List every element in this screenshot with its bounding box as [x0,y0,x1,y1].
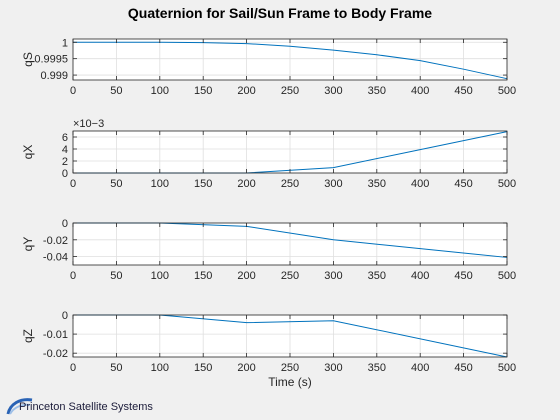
x-tick-label: 150 [194,85,212,97]
x-tick-label: 50 [110,270,122,282]
y-exponent-label: ×10−3 [73,118,104,130]
x-tick-label: 50 [110,85,122,97]
y-axis-label: qY [21,237,35,252]
x-tick-label: 0 [70,85,76,97]
x-tick-label: 300 [324,178,342,190]
y-tick-label: 4 [62,144,68,156]
subplot-qy: 0 50 100 150 200 250 300 350 400 450 500 -0.04 -0.02… [21,218,516,282]
x-tick-label: 250 [281,270,299,282]
x-tick-label: 200 [237,178,255,190]
y-tick-label: -0.02 [43,348,68,360]
x-tick-label: 150 [194,270,212,282]
x-tick-label: 500 [498,362,516,374]
x-tick-label: 350 [368,178,386,190]
y-tick-label: 1 [62,37,68,49]
x-tick-label: 500 [498,178,516,190]
x-tick-label: 200 [237,270,255,282]
x-tick-label: 300 [324,270,342,282]
x-tick-label: 250 [281,178,299,190]
series-line [73,41,508,80]
x-tick-label: 100 [151,270,169,282]
y-tick-label: -0.04 [43,252,68,264]
x-axis-label: Time (s) [268,375,312,389]
y-tick-label: 0 [62,168,68,180]
x-tick-label: 450 [454,85,472,97]
logo-text: Princeton Satellite Systems [19,401,153,413]
x-tick-label: 400 [411,270,429,282]
figure-title: Quaternion for Sail/Sun Frame to Body Fr… [127,5,433,21]
x-tick-label: 350 [368,270,386,282]
x-tick-label: 350 [368,362,386,374]
x-tick-label: 250 [281,85,299,97]
x-tick-label: 100 [151,85,169,97]
x-tick-label: 100 [151,362,169,374]
x-tick-label: 400 [411,362,429,374]
y-tick-label: 2 [62,156,68,168]
x-tick-label: 250 [281,362,299,374]
x-tick-label: 400 [411,85,429,97]
y-axis-label: qS [21,52,35,67]
y-tick-label: -0.01 [43,329,68,341]
y-tick-label: 0 [62,218,68,230]
x-tick-label: 50 [110,178,122,190]
y-axis-label: qX [21,145,35,160]
x-tick-label: 450 [454,362,472,374]
x-tick-label: 0 [70,270,76,282]
subplot-qs: 0 50 100 150 200 250 300 350 400 450 500 0.999 0.999… [21,37,516,97]
y-tick-label: 6 [62,132,68,144]
x-tick-label: 450 [454,178,472,190]
x-tick-label: 300 [324,362,342,374]
x-tick-label: 50 [110,362,122,374]
x-tick-label: 450 [454,270,472,282]
x-tick-label: 150 [194,362,212,374]
y-axis-label: qZ [21,329,35,343]
x-tick-label: 150 [194,178,212,190]
x-tick-label: 100 [151,178,169,190]
x-tick-label: 500 [498,270,516,282]
y-tick-label: -0.02 [43,235,68,247]
x-tick-label: 0 [70,178,76,190]
x-tick-label: 200 [237,362,255,374]
x-tick-label: 500 [498,85,516,97]
y-tick-label: 0.9995 [34,54,68,66]
y-tick-label: 0 [62,310,68,322]
subplot-qz: 0 50 100 150 200 250 300 350 400 450 500 -0.02 -0.01… [21,310,516,389]
x-tick-label: 300 [324,85,342,97]
x-tick-label: 400 [411,178,429,190]
x-tick-label: 200 [237,85,255,97]
princeton-logo-icon [6,398,33,415]
x-tick-label: 0 [70,362,76,374]
y-tick-label: 0.999 [40,70,68,82]
x-tick-label: 350 [368,85,386,97]
